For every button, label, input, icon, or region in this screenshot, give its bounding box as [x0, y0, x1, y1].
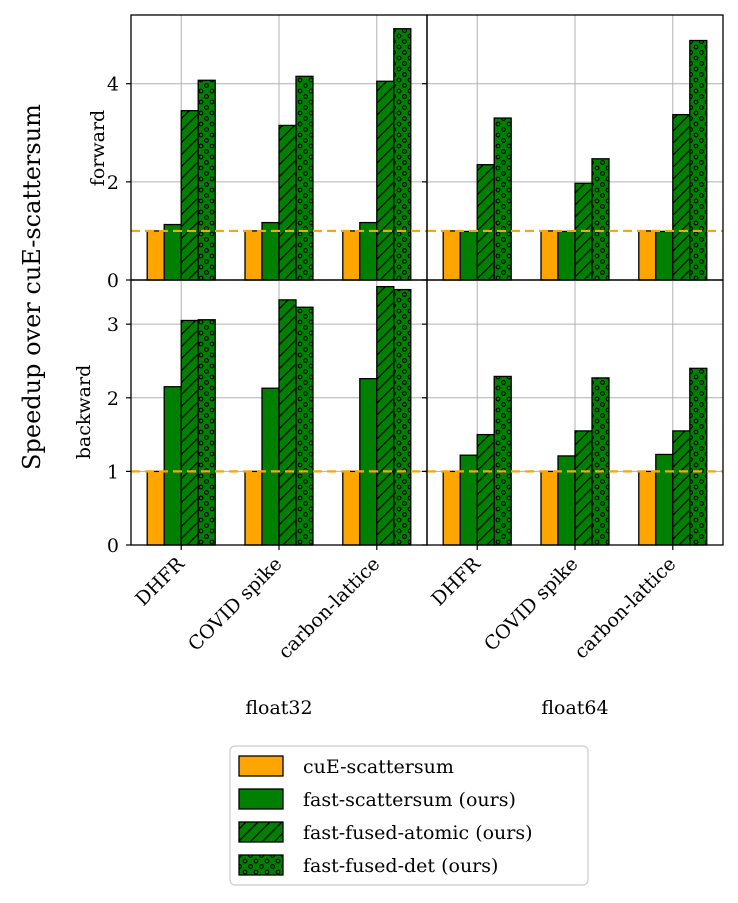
bar-fast-fused-det-ours-dhfr — [197, 319, 216, 546]
bar-fast-fused-det-ours-dhfr — [493, 375, 512, 546]
legend-label-fast-fused-det: fast-fused-det (ours) — [303, 855, 498, 877]
panel-forward-float64 — [422, 14, 724, 281]
column-label-float32: float32 — [245, 697, 312, 719]
bar-fast-fused-atomic-ours-carbon-lattice — [672, 430, 691, 546]
legend-label-fast-fused-atomic: fast-fused-atomic (ours) — [303, 822, 533, 844]
bar-fast-scattersum-ours-dhfr — [459, 230, 478, 281]
column-label-float64: float64 — [541, 697, 608, 719]
bar-cue-scattersum-covid-spike — [540, 230, 559, 281]
bar-fast-scattersum-ours-dhfr — [163, 223, 182, 281]
bar-fast-scattersum-ours-covid-spike — [557, 455, 576, 546]
legend-swatch-fast-scattersum — [238, 788, 284, 810]
bar-cue-scattersum-dhfr — [146, 230, 165, 281]
y-tick-label: 1 — [107, 461, 119, 483]
bar-fast-fused-det-ours-covid-spike — [591, 158, 610, 281]
bar-fast-fused-atomic-ours-dhfr — [180, 110, 199, 281]
bar-cue-scattersum-covid-spike — [244, 470, 263, 546]
bar-cue-scattersum-carbon-lattice — [342, 470, 361, 546]
bar-fast-scattersum-ours-covid-spike — [557, 230, 576, 281]
bar-fast-fused-atomic-ours-covid-spike — [574, 430, 593, 546]
y-axis-label: Speedup over cuE-scattersum — [18, 104, 46, 470]
bar-fast-fused-det-ours-dhfr — [493, 117, 512, 281]
legend-swatch-fast-fused-atomic — [238, 821, 284, 843]
legend-label-fast-scattersum: fast-scattersum (ours) — [303, 789, 516, 811]
legend-swatch-fast-fused-det — [238, 854, 284, 876]
row-label-forward: forward — [87, 110, 109, 186]
bar-fast-fused-det-ours-dhfr — [197, 79, 216, 281]
bar-fast-scattersum-ours-dhfr — [163, 386, 182, 546]
bar-fast-scattersum-ours-carbon-lattice — [655, 453, 674, 546]
bar-fast-fused-atomic-ours-covid-spike — [278, 299, 297, 546]
panel-forward-float32: 0 2 4 — [107, 14, 428, 292]
panel-frame — [426, 279, 724, 546]
bar-fast-fused-atomic-ours-dhfr — [180, 319, 199, 546]
bar-fast-fused-det-ours-carbon-lattice — [393, 28, 412, 281]
bar-fast-fused-atomic-ours-carbon-lattice — [672, 113, 691, 281]
bar-fast-fused-det-ours-carbon-lattice — [689, 39, 708, 281]
bar-fast-fused-atomic-ours-carbon-lattice — [376, 80, 395, 281]
bar-fast-fused-det-ours-covid-spike — [295, 75, 314, 281]
legend-label-cue-scattersum: cuE-scattersum — [303, 756, 454, 778]
bar-fast-fused-atomic-ours-dhfr — [476, 433, 495, 546]
y-tick-label: 3 — [107, 314, 119, 336]
y-tick-label: 2 — [107, 172, 119, 194]
x-tick-label-dhfr: DHFR — [427, 552, 485, 610]
bar-fast-fused-det-ours-carbon-lattice — [689, 367, 708, 546]
bar-fast-fused-det-ours-covid-spike — [591, 377, 610, 546]
bar-fast-scattersum-ours-covid-spike — [261, 387, 280, 546]
bar-fast-fused-det-ours-covid-spike — [295, 306, 314, 546]
bar-cue-scattersum-dhfr — [442, 470, 461, 546]
x-tick-label-dhfr: DHFR — [131, 552, 189, 610]
y-tick-label: 0 — [107, 270, 119, 292]
bar-fast-fused-atomic-ours-dhfr — [476, 164, 495, 281]
legend-frame — [229, 745, 589, 886]
bar-cue-scattersum-dhfr — [146, 470, 165, 546]
x-tick-label-carbon-lattice: carbon-lattice — [274, 553, 384, 663]
legend-swatch-cue-scattersum — [238, 755, 284, 777]
x-tick-label-carbon-lattice: carbon-lattice — [570, 553, 680, 663]
bar-cue-scattersum-covid-spike — [244, 230, 263, 281]
x-tick-label-covid-spike: COVID spike — [184, 553, 287, 656]
bar-fast-scattersum-ours-carbon-lattice — [359, 377, 378, 546]
row-label-backward: backward — [73, 365, 95, 459]
bar-cue-scattersum-dhfr — [442, 230, 461, 281]
bar-cue-scattersum-carbon-lattice — [638, 470, 657, 546]
y-tick-label: 2 — [107, 388, 119, 410]
bar-cue-scattersum-carbon-lattice — [342, 230, 361, 281]
bar-fast-fused-atomic-ours-carbon-lattice — [376, 285, 395, 546]
legend: cuE-scattersum fast-scattersum (ours) fa… — [229, 745, 589, 886]
bar-cue-scattersum-carbon-lattice — [638, 230, 657, 281]
y-tick-label: 0 — [107, 535, 119, 557]
bar-fast-fused-atomic-ours-covid-spike — [278, 124, 297, 281]
bar-cue-scattersum-covid-spike — [540, 470, 559, 546]
bar-fast-scattersum-ours-dhfr — [459, 454, 478, 546]
bar-fast-fused-det-ours-carbon-lattice — [393, 288, 412, 546]
bar-fast-scattersum-ours-carbon-lattice — [655, 230, 674, 281]
y-tick-label: 4 — [107, 74, 119, 96]
x-tick-label-covid-spike: COVID spike — [480, 553, 583, 656]
